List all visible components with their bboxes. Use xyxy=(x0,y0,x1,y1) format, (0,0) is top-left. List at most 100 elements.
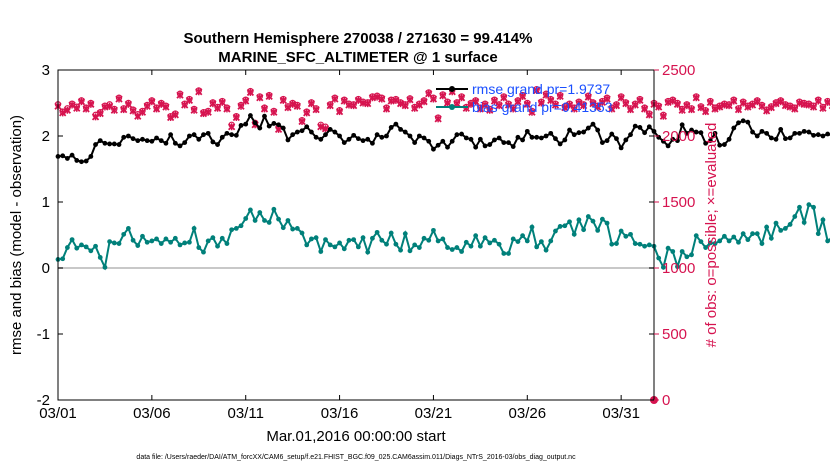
bias-point xyxy=(520,233,525,239)
bias-point xyxy=(313,235,319,241)
rmse-point xyxy=(440,138,446,144)
rmse-point xyxy=(660,138,666,144)
rmse-point xyxy=(759,128,765,134)
bias-point xyxy=(534,244,540,250)
obs-evaluated-point xyxy=(669,97,677,105)
rmse-point xyxy=(646,124,652,130)
bias-point xyxy=(116,241,122,246)
bias-point xyxy=(60,256,66,262)
bias-point xyxy=(660,264,666,270)
obs-evaluated-point xyxy=(396,100,405,108)
obs-evaluated-point xyxy=(443,99,452,107)
rmse-point xyxy=(323,132,328,138)
obs-evaluated-point xyxy=(701,107,710,116)
bias-point xyxy=(632,241,638,246)
obs-evaluated-point xyxy=(312,105,320,114)
bias-point xyxy=(778,227,784,233)
rmse-point xyxy=(79,159,84,165)
bias-point xyxy=(693,233,699,239)
rmse-point xyxy=(712,130,718,136)
obs-evaluated-point xyxy=(223,105,231,113)
obs-evaluated-point xyxy=(303,109,311,117)
bias-point xyxy=(97,255,103,260)
bias-point xyxy=(726,238,732,244)
rmse-point xyxy=(459,131,464,137)
bias-point xyxy=(83,244,89,250)
rmse-point xyxy=(201,132,206,138)
bias-point xyxy=(290,226,296,232)
obs-evaluated-point xyxy=(457,94,466,102)
bias-point xyxy=(797,204,802,210)
bias-point xyxy=(93,243,98,249)
obs-evaluated-point xyxy=(687,105,696,114)
obs-evaluated-point xyxy=(786,103,794,111)
rmse-point xyxy=(449,138,455,144)
bias-point xyxy=(135,243,141,248)
bias-point xyxy=(215,243,220,249)
obs-evaluated-point xyxy=(612,102,621,110)
rmse-point xyxy=(693,129,699,135)
rmse-point xyxy=(543,133,549,139)
obs-evaluated-point xyxy=(265,92,273,101)
bias-point xyxy=(233,226,239,231)
rmse-point xyxy=(492,137,497,143)
rmse-point xyxy=(487,142,493,147)
obs-evaluated-point xyxy=(809,103,818,111)
obs-evaluated-point xyxy=(730,97,738,105)
y2-tick-label: 2000 xyxy=(662,128,695,145)
rmse-point xyxy=(745,119,751,125)
bias-point xyxy=(698,239,704,245)
obs-evaluated-point xyxy=(148,98,156,106)
rmse-point xyxy=(623,137,629,143)
rmse-point xyxy=(750,129,755,135)
bias-point xyxy=(229,227,235,233)
bias-point xyxy=(79,242,84,248)
obs-evaluated-point xyxy=(162,103,170,111)
bias-point xyxy=(783,226,788,231)
x-axis-label: Mar.01,2016 00:00:00 start xyxy=(266,428,446,445)
bias-point xyxy=(299,230,305,236)
x-tick-label: 03/01 xyxy=(39,405,77,422)
bias-point xyxy=(445,245,450,250)
obs-evaluated-point xyxy=(321,125,330,133)
bias-point xyxy=(637,241,643,247)
rmse-point xyxy=(529,134,535,140)
obs-evaluated-point xyxy=(655,103,663,111)
obs-evaluated-point xyxy=(91,113,100,121)
bias-point xyxy=(243,216,249,221)
chart-subtitle: MARINE_SFC_ALTIMETER @ 1 surface xyxy=(218,49,497,66)
rmse-point xyxy=(679,122,685,128)
y-tick-label: -1 xyxy=(37,326,50,343)
bias-point xyxy=(262,218,267,223)
rmse-point xyxy=(768,135,774,141)
rmse-point xyxy=(257,125,263,131)
obs-evaluated-point xyxy=(584,93,592,101)
rmse-point xyxy=(783,136,788,142)
bias-point xyxy=(402,231,408,237)
bias-point xyxy=(149,238,155,244)
rmse-point xyxy=(168,132,174,138)
rmse-point xyxy=(360,138,366,144)
bias-point xyxy=(576,217,582,223)
rmse-point xyxy=(121,134,127,140)
legend: rmse grand pr=1.9737 bias grand pr=0.413… xyxy=(436,81,613,115)
rmse-point xyxy=(215,142,220,147)
rmse-point xyxy=(309,129,314,135)
bias-point xyxy=(585,214,591,219)
bias-point xyxy=(768,235,774,241)
bias-point xyxy=(628,231,633,237)
bias-point xyxy=(107,239,113,245)
rmse-point xyxy=(825,131,830,137)
obs-evaluated-point xyxy=(77,98,86,106)
rmse-point xyxy=(412,140,418,146)
bias-point xyxy=(463,239,469,245)
obs-evaluated-point xyxy=(185,96,194,104)
rmse-point xyxy=(778,126,784,132)
bias-point xyxy=(581,227,587,233)
rmse-point xyxy=(632,123,638,129)
obs-evaluated-point xyxy=(59,109,67,117)
rmse-point xyxy=(248,113,253,118)
bias-point xyxy=(102,264,108,270)
obs-evaluated-point xyxy=(486,106,494,114)
rmse-point xyxy=(407,133,413,139)
